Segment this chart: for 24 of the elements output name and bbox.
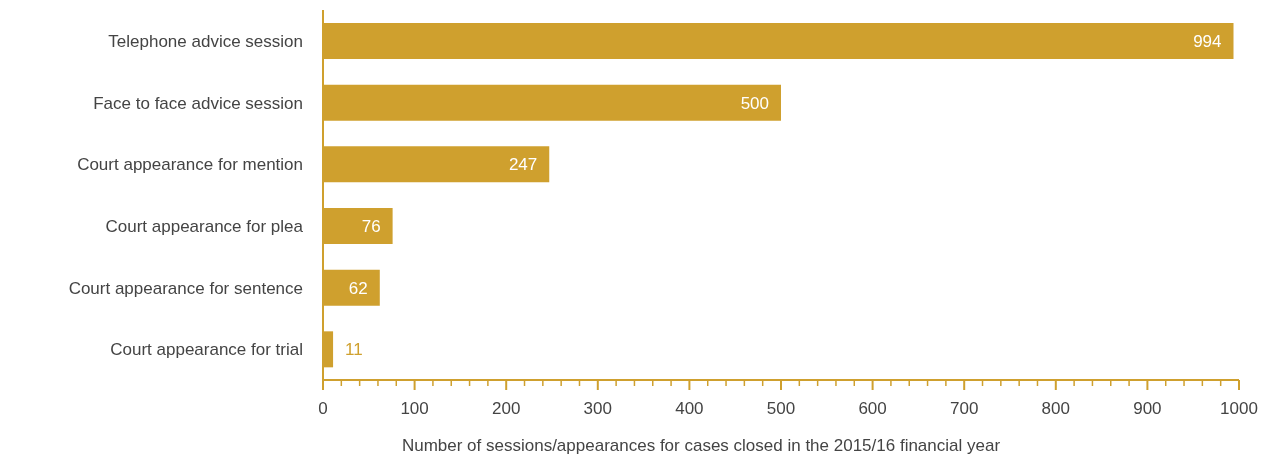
x-tick-label: 800	[1041, 399, 1070, 418]
x-tick-label: 200	[492, 399, 521, 418]
x-tick-label: 700	[950, 399, 979, 418]
data-label: 994	[1193, 32, 1222, 51]
y-tick-label: Court appearance for plea	[105, 216, 304, 236]
data-label: 500	[740, 93, 769, 113]
y-tick-label: Face to face advice session	[93, 93, 303, 113]
x-tick-label: 500	[766, 399, 796, 418]
x-tick-label: 100	[400, 399, 429, 418]
data-label: 62	[348, 278, 368, 298]
data-label: 11	[345, 340, 363, 360]
x-tick-label: 600	[858, 399, 887, 418]
x-tick-label: 1000	[1220, 399, 1258, 418]
x-tick-label: 400	[675, 399, 704, 418]
data-label: 247	[508, 155, 538, 175]
x-tick-label: 900	[1133, 399, 1162, 418]
x-tick-label: 0	[318, 399, 328, 418]
x-axis-title: Number of sessions/appearances for cases closed in the 2015/16 financial year	[401, 436, 1001, 455]
data-label: 76	[361, 217, 381, 236]
y-tick-label: Court appearance for trial	[110, 340, 303, 360]
y-tick-label: Court appearance for sentence	[68, 278, 303, 298]
y-tick-label: Court appearance for mention	[77, 155, 303, 175]
y-tick-label: Telephone advice session	[108, 31, 303, 51]
x-tick-label: 300	[583, 399, 612, 418]
